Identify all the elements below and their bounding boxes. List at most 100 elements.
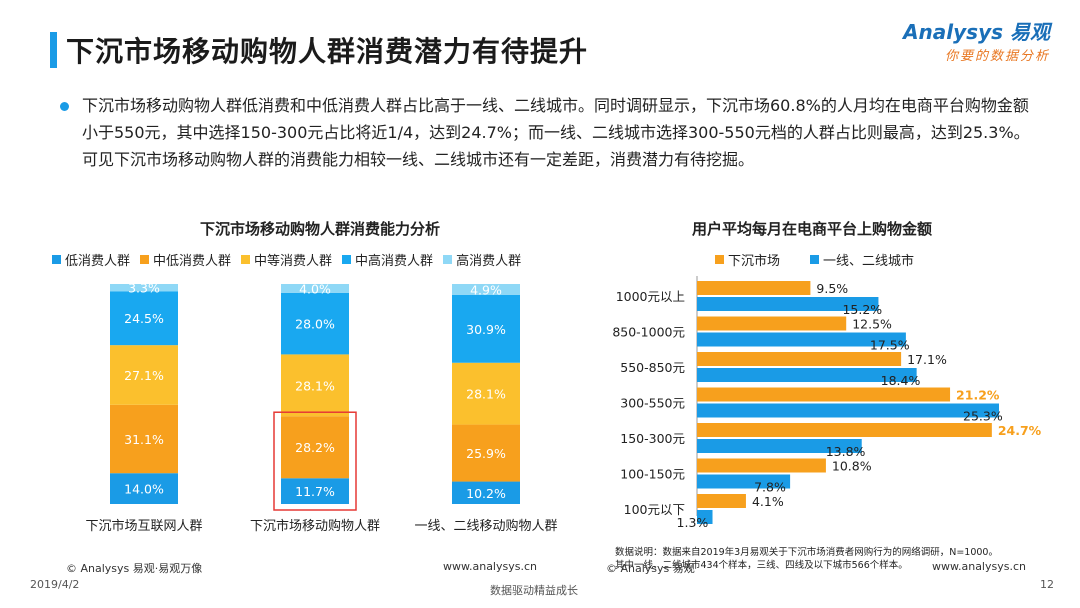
category-label: 下沉市场移动购物人群: [250, 518, 380, 534]
bar-value-label: 9.5%: [816, 281, 848, 296]
category-label: 100-150元: [620, 467, 685, 482]
bar: [697, 403, 999, 418]
segment-label: 28.1%: [466, 387, 506, 402]
segment-label: 10.2%: [466, 486, 506, 501]
stack-segment: [452, 362, 520, 425]
horizontal-bar-chart: 1000元以上 9.5% 15.2% 850-1000元 12.5% 17.5% 550-8…: [612, 276, 1042, 530]
summary-paragraph: 下沉市场移动购物人群低消费和中低消费人群占比高于一线、二线城市。同时调研显示，下…: [82, 96, 1030, 169]
footer-slogan: 数据驱动精益成长: [490, 584, 578, 597]
bar-value-label: 4.1%: [752, 494, 784, 509]
bar-value-label: 17.1%: [907, 352, 947, 367]
footer-copyright-right: © Analysys 易观: [606, 562, 695, 575]
bar-value-label: 18.4%: [881, 373, 921, 388]
category-label: 100元以下: [624, 502, 685, 517]
bar-value-label: 25.3%: [963, 409, 1003, 424]
bar-value-label: 17.5%: [870, 338, 910, 353]
right-legend-item: 下沉市场: [715, 250, 780, 269]
segment-label: 14.0%: [124, 482, 164, 497]
right-chart-legend: 下沉市场 一线、二线城市: [715, 250, 914, 269]
highlight-box: [273, 411, 357, 511]
bar: [697, 423, 992, 437]
bar: [697, 352, 902, 366]
stack-segment: [452, 481, 520, 504]
bar: [697, 458, 826, 473]
logo-sub-text: 你要的数据分析: [944, 49, 1050, 64]
footer-url-right[interactable]: www.analysys.cn: [932, 560, 1026, 573]
bullet-dot-icon: [60, 102, 69, 111]
category-label: 一线、二线移动购物人群: [414, 518, 557, 534]
stack-segment: [452, 424, 520, 482]
category-label: 1000元以上: [616, 289, 685, 304]
bar: [697, 494, 746, 508]
segment-label: 24.5%: [124, 311, 164, 326]
stack-segment: [452, 294, 520, 363]
stack-segment: [110, 345, 178, 405]
right-legend-item: 一线、二线城市: [810, 250, 914, 269]
right-chart-title: 用户平均每月在电商平台上购物金额: [692, 220, 933, 238]
category-label: 550-850元: [620, 360, 685, 375]
bar-value-label: 21.2%: [956, 388, 1000, 403]
left-legend-item: 中低消费人群: [140, 250, 231, 269]
analysys-logo: Analysys 易观 你要的数据分析: [903, 16, 1050, 64]
bar: [697, 439, 862, 453]
legend-swatch: [715, 255, 724, 264]
category-label: 850-1000元: [612, 325, 685, 340]
segment-label: 4.0%: [299, 281, 331, 296]
segment-label: 28.0%: [295, 317, 335, 332]
bar: [697, 368, 917, 382]
data-note-line1: 数据说明：数据来自2019年3月易观关于下沉市场消费者网购行为的网络调研，N=1…: [615, 547, 998, 558]
stacked-bar-chart: 14.0% 31.1% 27.1% 24.5% 3.3% 下沉市场互联网人群 11.7% 28…: [85, 281, 557, 534]
bar: [697, 474, 791, 489]
footer-url-left[interactable]: www.analysys.cn: [443, 560, 537, 573]
legend-label: 低消费人群: [65, 254, 131, 269]
data-note-line2: 其中一线、二线城市434个样本，三线、四线及以下城市566个样本。: [615, 560, 908, 571]
bar: [697, 510, 713, 524]
bar-value-label: 12.5%: [852, 317, 892, 332]
segment-label: 4.9%: [470, 282, 502, 297]
legend-label: 一线、二线城市: [823, 254, 915, 269]
legend-label: 中高消费人群: [355, 254, 434, 269]
segment-label: 3.3%: [128, 281, 160, 296]
legend-label: 中等消费人群: [254, 254, 333, 269]
stack-segment: [281, 292, 349, 355]
segment-label: 28.1%: [295, 378, 335, 393]
bar: [697, 316, 847, 331]
footer-page-number: 12: [1040, 578, 1054, 591]
bar-value-label: 24.7%: [998, 423, 1042, 438]
stack-segment: [110, 291, 178, 346]
bar-value-label: 7.8%: [754, 480, 786, 495]
bar: [697, 281, 811, 295]
legend-label: 中低消费人群: [153, 254, 232, 269]
segment-label: 25.9%: [466, 446, 506, 461]
left-legend-item: 中等消费人群: [241, 250, 332, 269]
data-note: 数据说明：数据来自2019年3月易观关于下沉市场消费者网购行为的网络调研，N=1…: [615, 546, 1075, 572]
bar: [697, 332, 906, 347]
left-chart-legend: 低消费人群 中低消费人群 中等消费人群 中高消费人群 高消费人群: [52, 250, 521, 269]
page-title: 下沉市场移动购物人群消费潜力有待提升: [66, 35, 589, 68]
stack-segment: [110, 473, 178, 504]
legend-swatch: [140, 255, 150, 264]
segment-label: 28.2%: [295, 440, 335, 455]
bar: [697, 297, 879, 311]
legend-swatch: [810, 255, 820, 264]
left-chart-title: 下沉市场移动购物人群消费能力分析: [200, 220, 441, 238]
segment-label: 27.1%: [124, 368, 164, 383]
left-legend-item: 低消费人群: [52, 250, 130, 269]
footer-date: 2019/4/2: [30, 578, 80, 591]
legend-swatch: [443, 255, 453, 264]
left-legend-item: 高消费人群: [443, 250, 521, 269]
legend-label: 下沉市场: [728, 254, 781, 269]
left-legend-item: 中高消费人群: [342, 250, 433, 269]
segment-label: 30.9%: [466, 322, 506, 337]
bar: [697, 387, 951, 402]
legend-swatch: [342, 255, 352, 264]
bar-value-label: 1.3%: [677, 515, 709, 530]
legend-label: 高消费人群: [456, 254, 522, 269]
bar-value-label: 15.2%: [842, 302, 882, 317]
footer-copyright-left: © Analysys 易观·易观万像: [66, 562, 203, 575]
stack-segment: [110, 284, 178, 292]
stack-segment: [110, 404, 178, 474]
category-label: 150-300元: [620, 431, 685, 446]
legend-swatch: [52, 255, 61, 264]
stack-segment: [281, 284, 349, 293]
